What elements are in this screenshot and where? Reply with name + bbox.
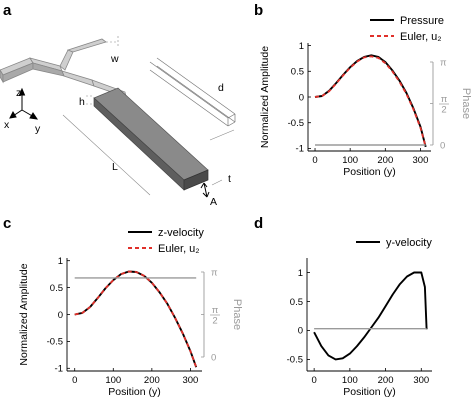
arrow-a-head-bottom	[202, 191, 210, 198]
phase-tick-label-num: π	[212, 305, 219, 316]
series-line-euler-u-	[74, 270, 198, 368]
series-line-euler-u-	[314, 55, 427, 148]
series-line-pressure	[314, 54, 427, 148]
y-tick-label: 0	[58, 310, 63, 321]
phase-tick-label: 0	[440, 140, 445, 151]
y-tick-label: -0.5	[47, 337, 63, 348]
x-axis-title: Position (y)	[108, 386, 161, 398]
panel-letter-b: b	[254, 2, 263, 19]
y-tick-label: 1	[298, 268, 303, 279]
series-line-z-velocity	[74, 270, 198, 368]
x-tick-label: 300	[413, 155, 429, 166]
chart-panel-b: 0 100 200 300 -1 -0.5 0 0.5 1 Position (y) Normali…	[259, 15, 472, 178]
y-tick-label: 0.5	[290, 297, 303, 308]
x-tick-label: 100	[105, 375, 121, 386]
phase-tick-label: π	[440, 57, 447, 68]
dimension-lines	[62, 114, 235, 196]
x-tick-label: 0	[311, 375, 316, 386]
y-tick-label: 1	[299, 41, 304, 52]
device-schematic: z x y w h L d t A	[0, 36, 236, 208]
y-tick-label: 1	[58, 256, 63, 267]
beam	[93, 87, 209, 191]
guide-lines	[86, 36, 119, 105]
x-tick-label: 100	[342, 375, 358, 386]
x-tick-label: 300	[182, 375, 198, 386]
x-tick-label: 100	[342, 155, 358, 166]
x-tick-label: 300	[413, 375, 429, 386]
chart-panel-c: 0 100 200 300 -1 -0.5 0 0.5 1 Position (y) Normali…	[18, 227, 243, 398]
label-d: d	[218, 82, 224, 94]
phase-tick-label-num: π	[441, 94, 448, 105]
legend-label: Euler, u₂	[400, 31, 442, 43]
label-L: L	[112, 161, 118, 173]
x-tick-label: 200	[377, 155, 393, 166]
series-line-y-velocity	[313, 271, 428, 361]
phase-tick-label-den: 2	[212, 316, 217, 327]
y-tick-label: 0.5	[291, 67, 304, 78]
phase-tick-label-den: 2	[441, 105, 446, 116]
panel-letter-a: a	[3, 2, 12, 19]
label-w: w	[110, 53, 119, 65]
label-t: t	[228, 173, 231, 185]
x-tick-label: 0	[312, 155, 317, 166]
coordinate-axes	[9, 87, 39, 120]
y-axis-title: Normalized Amplitude	[18, 263, 30, 365]
y-tick-label: 0.5	[50, 283, 63, 294]
label-A: A	[210, 196, 217, 208]
arrow-a-head-top	[200, 182, 208, 189]
x-tick-label: 0	[72, 375, 77, 386]
phase-axis-title: Phase	[231, 299, 243, 330]
x-tick-label: 200	[378, 375, 394, 386]
x-tick-label: 200	[144, 375, 160, 386]
chart-panel-d: 0 100 200 300 -0.5 0 0.5 1 Position (y) y-velocit…	[287, 237, 433, 398]
y-tick-label: -0.5	[288, 118, 304, 129]
axis-label-z: z	[16, 87, 21, 99]
y-tick-label: -1	[55, 364, 63, 375]
x-axis-title: Position (y)	[343, 386, 396, 398]
y-tick-label: 0	[299, 92, 304, 103]
y-axis-title: Normalized Amplitude	[259, 46, 271, 148]
arrow-a	[203, 182, 208, 198]
axis-label-x: x	[4, 119, 10, 131]
y-tick-label: -0.5	[287, 355, 303, 366]
panel-letter-d: d	[254, 215, 263, 232]
y-tick-label: 0	[298, 326, 303, 337]
phase-axis-title: Phase	[460, 88, 472, 119]
label-h: h	[79, 96, 85, 108]
legend-label: Euler, u₂	[158, 243, 200, 255]
legend-label: Pressure	[400, 15, 444, 27]
y-tick-label: -1	[296, 144, 304, 155]
phase-tick-label: π	[211, 267, 218, 278]
panel-letter-c: c	[3, 215, 11, 232]
legend-label: y-velocity	[386, 237, 432, 249]
axis-label-y: y	[35, 123, 41, 135]
channel-cross-section	[149, 57, 236, 127]
x-axis-title: Position (y)	[343, 166, 396, 178]
legend-label: z-velocity	[158, 227, 204, 239]
phase-tick-label: 0	[211, 352, 216, 363]
